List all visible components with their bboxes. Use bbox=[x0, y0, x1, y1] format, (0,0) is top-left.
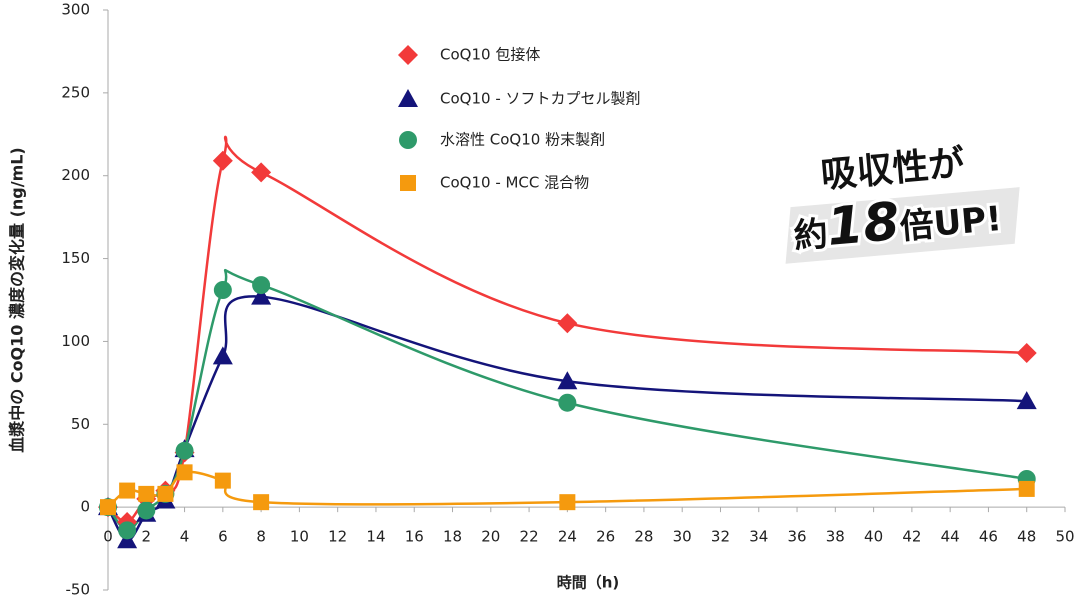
y-tick-label: -50 bbox=[66, 581, 91, 598]
x-tick-label: 34 bbox=[749, 528, 768, 546]
marker bbox=[1018, 480, 1035, 497]
x-tick-label: 48 bbox=[1017, 528, 1036, 546]
x-tick-label: 12 bbox=[328, 528, 347, 546]
marker bbox=[559, 494, 576, 511]
y-tick-label: 200 bbox=[61, 166, 90, 184]
marker bbox=[252, 276, 271, 295]
legend-marker bbox=[400, 175, 416, 191]
marker bbox=[557, 313, 578, 334]
marker bbox=[138, 485, 155, 502]
marker bbox=[212, 150, 233, 171]
x-tick-label: 6 bbox=[218, 528, 228, 546]
x-tick-label: 0 bbox=[103, 528, 113, 546]
x-tick-label: 44 bbox=[941, 528, 960, 546]
y-tick-label: 300 bbox=[61, 1, 90, 19]
x-tick-label: 8 bbox=[256, 528, 266, 546]
legend-label: CoQ10 - MCC 混合物 bbox=[440, 174, 589, 192]
annotation-text: 約 bbox=[789, 211, 832, 260]
x-axis-label: 時間（h) bbox=[557, 574, 620, 592]
y-tick-label: 250 bbox=[61, 83, 90, 101]
marker bbox=[251, 286, 272, 305]
y-tick-label: 100 bbox=[61, 332, 90, 350]
marker bbox=[137, 501, 156, 520]
marker bbox=[214, 472, 231, 489]
legend-marker bbox=[399, 131, 417, 149]
marker bbox=[176, 464, 193, 481]
x-tick-label: 16 bbox=[405, 528, 424, 546]
annotation: 吸収性が 約18倍UP! bbox=[771, 130, 1020, 264]
x-tick-label: 32 bbox=[711, 528, 730, 546]
x-tick-label: 30 bbox=[673, 528, 692, 546]
legend-label: CoQ10 - ソフトカプセル製剤 bbox=[440, 90, 641, 108]
annotation-number: 18 bbox=[822, 189, 905, 261]
marker bbox=[118, 521, 137, 540]
x-tick-label: 22 bbox=[520, 528, 539, 546]
marker bbox=[212, 346, 233, 365]
marker bbox=[119, 482, 136, 499]
y-axis-label: 血漿中の CoQ10 濃度の変化量 (ng/mL) bbox=[8, 147, 27, 453]
x-tick-label: 14 bbox=[366, 528, 385, 546]
marker bbox=[557, 371, 578, 390]
x-tick-label: 40 bbox=[864, 528, 883, 546]
marker bbox=[558, 393, 577, 412]
marker bbox=[1016, 391, 1037, 410]
legend-marker bbox=[398, 89, 418, 107]
x-tick-label: 2 bbox=[142, 528, 152, 546]
marker bbox=[253, 494, 270, 511]
marker bbox=[1016, 343, 1037, 364]
y-tick-label: 150 bbox=[61, 249, 90, 267]
x-tick-label: 38 bbox=[826, 528, 845, 546]
legend-label: CoQ10 包接体 bbox=[440, 46, 540, 64]
x-tick-label: 4 bbox=[180, 528, 190, 546]
y-tick-label: 0 bbox=[80, 498, 90, 516]
marker bbox=[175, 441, 194, 460]
y-tick-label: 50 bbox=[71, 415, 90, 433]
x-tick-label: 24 bbox=[558, 528, 577, 546]
marker bbox=[157, 485, 174, 502]
x-tick-label: 26 bbox=[596, 528, 615, 546]
x-tick-label: 46 bbox=[979, 528, 998, 546]
marker bbox=[251, 162, 272, 183]
x-tick-label: 28 bbox=[634, 528, 653, 546]
x-tick-label: 36 bbox=[787, 528, 806, 546]
x-tick-label: 50 bbox=[1055, 528, 1074, 546]
x-tick-label: 20 bbox=[481, 528, 500, 546]
x-tick-label: 18 bbox=[443, 528, 462, 546]
legend-label: 水溶性 CoQ10 粉末製剤 bbox=[440, 131, 605, 149]
marker bbox=[100, 499, 116, 516]
legend-marker bbox=[398, 45, 418, 65]
x-tick-label: 42 bbox=[902, 528, 921, 546]
marker bbox=[213, 281, 232, 300]
annotation-text: 倍UP! bbox=[895, 196, 1006, 251]
x-tick-label: 10 bbox=[290, 528, 309, 546]
